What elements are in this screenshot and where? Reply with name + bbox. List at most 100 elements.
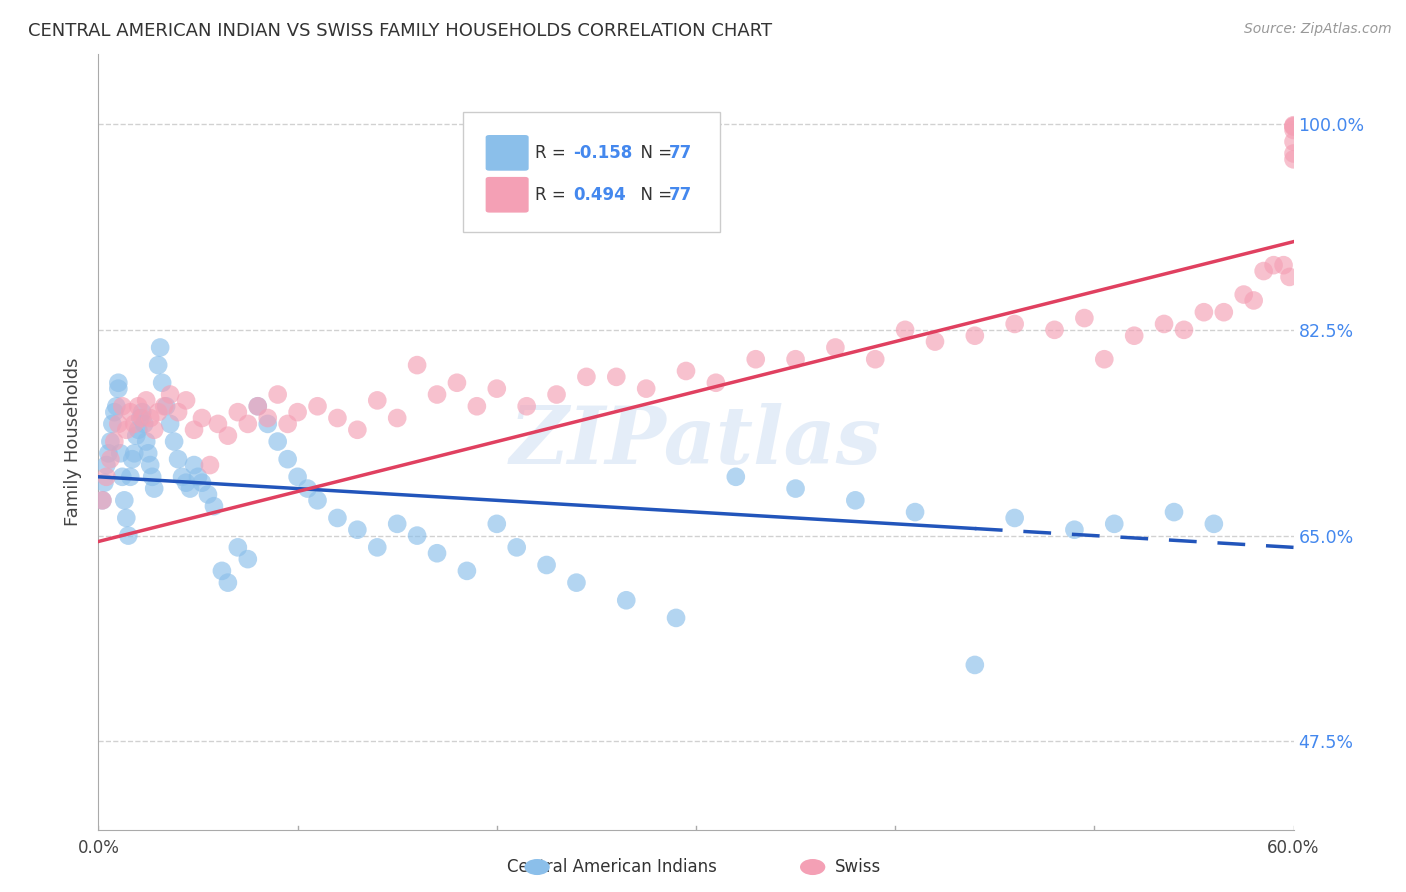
Point: [112, 493, 135, 508]
Point: [406, 358, 429, 372]
Point: [516, 399, 538, 413]
Point: [277, 452, 299, 467]
Point: [187, 470, 209, 484]
Point: [1282, 120, 1305, 134]
Point: [120, 405, 142, 419]
Point: [1004, 511, 1026, 525]
Point: [267, 434, 290, 449]
Text: N =: N =: [630, 186, 678, 203]
Point: [724, 470, 747, 484]
Point: [97, 446, 120, 460]
Point: [207, 417, 229, 431]
Point: [139, 411, 162, 425]
Point: [1192, 305, 1215, 319]
Text: 60.0%: 60.0%: [1267, 839, 1320, 857]
Text: 77: 77: [668, 186, 692, 203]
Text: R =: R =: [534, 144, 571, 161]
Point: [277, 417, 299, 431]
Point: [124, 417, 146, 431]
Text: N =: N =: [630, 144, 678, 161]
Point: [111, 470, 134, 484]
Point: [297, 482, 319, 496]
FancyBboxPatch shape: [485, 135, 529, 170]
Point: [665, 611, 688, 625]
Point: [120, 470, 142, 484]
Point: [1104, 516, 1126, 531]
Point: [1212, 305, 1234, 319]
Point: [1092, 352, 1115, 367]
Point: [785, 482, 807, 496]
Text: ZIPatlas: ZIPatlas: [510, 403, 882, 480]
Point: [536, 558, 558, 572]
Point: [485, 516, 508, 531]
Point: [134, 417, 156, 431]
Point: [107, 376, 129, 390]
Point: [704, 376, 727, 390]
Point: [131, 411, 153, 425]
Point: [103, 405, 125, 419]
Point: [346, 523, 368, 537]
Point: [236, 552, 259, 566]
Point: [115, 511, 138, 525]
Point: [307, 399, 329, 413]
Point: [217, 428, 239, 442]
Point: [98, 434, 122, 449]
Point: [426, 387, 449, 401]
Point: [465, 399, 488, 413]
Text: Central American Indians: Central American Indians: [506, 858, 717, 876]
Point: [963, 657, 986, 672]
Point: [191, 475, 214, 490]
Point: [1173, 323, 1195, 337]
Point: [131, 405, 153, 419]
Point: [894, 323, 917, 337]
Y-axis label: Family Households: Family Households: [63, 358, 82, 525]
Point: [326, 511, 349, 525]
Point: [101, 417, 124, 431]
Point: [143, 423, 166, 437]
Point: [202, 500, 225, 514]
Point: [117, 528, 139, 542]
Point: [844, 493, 866, 508]
Text: -0.158: -0.158: [572, 144, 633, 161]
Text: R =: R =: [534, 186, 571, 203]
Point: [148, 358, 170, 372]
Point: [1278, 269, 1301, 284]
Point: [366, 541, 388, 555]
Point: [1073, 311, 1095, 326]
FancyBboxPatch shape: [485, 177, 529, 212]
Point: [107, 382, 129, 396]
Point: [287, 405, 309, 419]
Point: [91, 493, 114, 508]
Text: Swiss: Swiss: [835, 858, 880, 876]
Point: [1153, 317, 1175, 331]
Point: [150, 376, 173, 390]
Point: [636, 382, 658, 396]
Point: [1004, 317, 1026, 331]
Text: 0.0%: 0.0%: [77, 839, 120, 857]
Point: [385, 411, 409, 425]
Point: [426, 546, 449, 560]
Point: [1043, 323, 1066, 337]
Point: [366, 393, 388, 408]
Point: [143, 482, 166, 496]
Point: [605, 370, 627, 384]
Point: [1282, 118, 1305, 132]
Point: [105, 399, 128, 413]
Point: [565, 575, 588, 590]
Point: [1233, 287, 1256, 301]
Point: [148, 405, 170, 419]
Point: [136, 446, 159, 460]
Point: [159, 417, 181, 431]
Point: [924, 334, 946, 349]
Point: [506, 541, 529, 555]
Point: [124, 446, 146, 460]
Point: [167, 452, 190, 467]
Point: [226, 541, 249, 555]
Point: [96, 458, 118, 472]
Point: [346, 423, 368, 437]
Point: [153, 399, 176, 413]
Point: [1123, 328, 1146, 343]
Point: [115, 423, 138, 437]
Point: [174, 475, 197, 490]
Point: [1282, 135, 1305, 149]
